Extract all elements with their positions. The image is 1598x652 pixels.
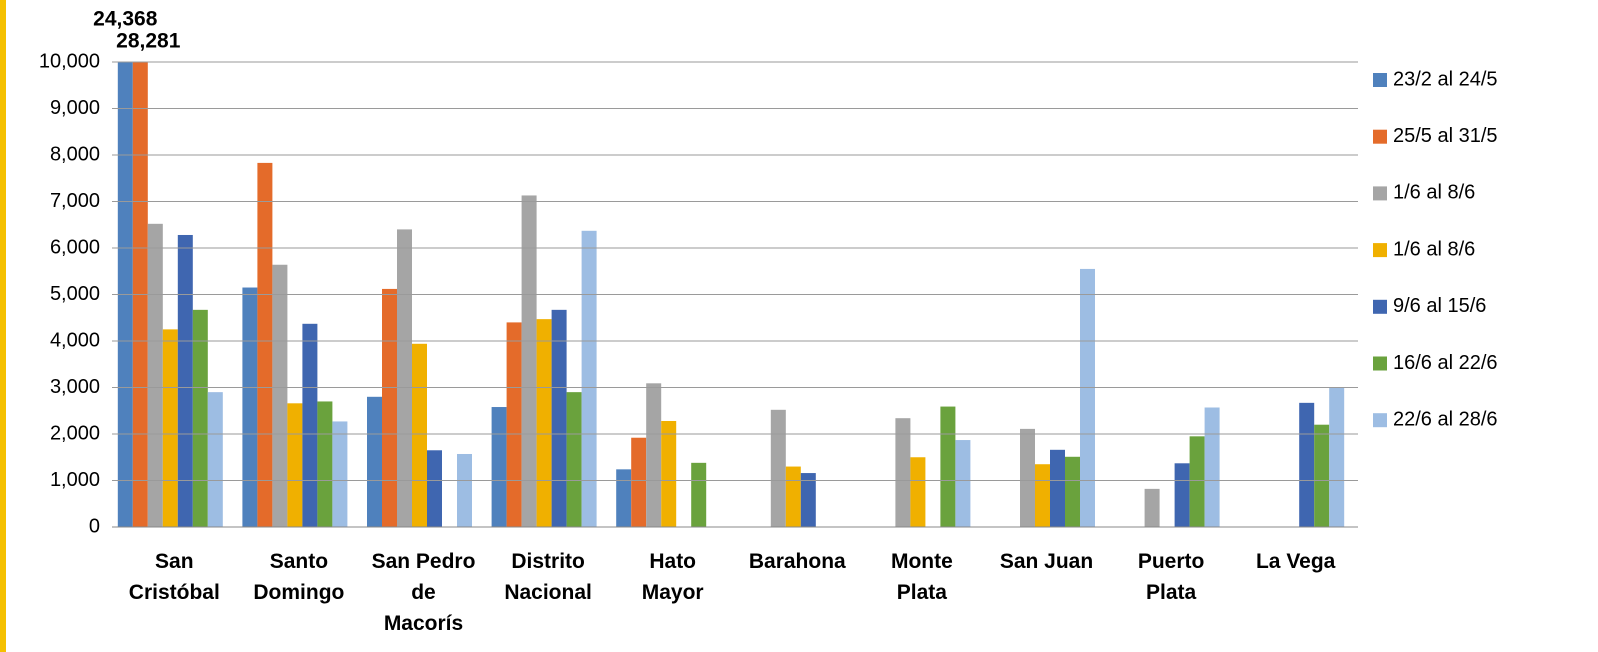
legend-swatch <box>1373 73 1387 87</box>
bar <box>457 453 472 527</box>
legend-label: 22/6 al 28/6 <box>1393 408 1498 430</box>
y-tick-label: 1,000 <box>50 469 100 491</box>
bar <box>177 234 193 527</box>
x-tick-label: Puerto Plata <box>1137 550 1205 604</box>
y-tick-label: 8,000 <box>50 143 100 165</box>
bar <box>1204 407 1220 527</box>
x-tick-label: San Juan <box>999 550 1094 573</box>
x-tick-label: San Cristóbal <box>128 550 220 604</box>
bar <box>691 462 707 527</box>
bar <box>367 396 382 527</box>
legend-label: 1/6 al 8/6 <box>1393 182 1475 204</box>
bar <box>1020 428 1035 527</box>
bar <box>1174 463 1190 527</box>
bar <box>910 457 926 527</box>
x-tick-label: Santo Domingo <box>253 550 345 604</box>
x-tick-label: San Pedro de Macorís <box>371 550 476 635</box>
bar <box>412 343 427 527</box>
bar <box>661 420 677 527</box>
data-label: 28,281 <box>116 30 181 53</box>
y-tick-label: 9,000 <box>50 97 100 119</box>
bar <box>940 406 956 527</box>
legend-swatch <box>1373 413 1387 428</box>
bar <box>1065 456 1080 527</box>
y-tick-label: 4,000 <box>50 329 100 351</box>
bar <box>382 288 397 527</box>
bar <box>785 466 801 527</box>
bar <box>1050 449 1065 527</box>
bar <box>1035 464 1050 527</box>
y-tick-label: 2,000 <box>50 422 100 444</box>
bar <box>397 229 412 527</box>
bar <box>536 319 552 527</box>
bar <box>895 418 911 527</box>
y-tick-label: 5,000 <box>50 283 100 305</box>
bar <box>287 403 303 527</box>
bar <box>800 473 816 527</box>
bar <box>616 469 632 527</box>
bar <box>332 421 348 527</box>
bar <box>646 383 662 527</box>
bar <box>272 264 288 527</box>
x-tick-label: Hato Mayor <box>641 550 704 604</box>
bar <box>302 323 318 527</box>
bar <box>132 62 148 527</box>
bar <box>207 392 223 527</box>
data-label: 24,368 <box>93 8 158 31</box>
bar <box>955 440 971 527</box>
bar <box>257 162 273 527</box>
bar <box>581 230 597 527</box>
plot-area <box>117 62 1345 527</box>
bar <box>317 401 333 527</box>
x-tick-label: Barahona <box>748 550 846 573</box>
bar <box>1080 268 1095 527</box>
x-tick-label: Distrito Nacional <box>504 550 592 604</box>
legend-swatch <box>1373 356 1387 371</box>
y-tick-label: 3,000 <box>50 376 100 398</box>
bar <box>427 450 442 527</box>
bar <box>162 329 178 527</box>
bar <box>506 322 522 527</box>
legend-label: 1/6 al 8/6 <box>1393 238 1475 260</box>
legend-swatch <box>1373 243 1387 258</box>
bar <box>242 287 258 527</box>
legend-label: 25/5 al 31/5 <box>1393 125 1498 147</box>
bar <box>1189 436 1205 527</box>
legend-label: 16/6 al 22/6 <box>1393 352 1498 374</box>
bar <box>521 195 537 527</box>
bar <box>1299 402 1315 527</box>
legend-swatch <box>1373 186 1387 201</box>
bar <box>491 407 507 527</box>
x-tick-label: La Vega <box>1255 550 1336 573</box>
bar <box>566 392 582 527</box>
bar <box>1314 424 1330 527</box>
bar <box>1329 387 1345 527</box>
bar <box>192 309 208 527</box>
x-tick-label: Monte Plata <box>890 550 953 604</box>
y-tick-label: 10,000 <box>39 50 100 72</box>
bar <box>117 62 133 527</box>
legend-swatch <box>1373 299 1387 314</box>
bar <box>631 437 647 527</box>
y-tick-label: 6,000 <box>50 236 100 258</box>
legend-label: 23/2 al 24/5 <box>1393 68 1498 90</box>
y-tick-label: 0 <box>89 515 100 537</box>
y-tick-label: 7,000 <box>50 190 100 212</box>
bar <box>147 223 163 527</box>
side-stripe <box>0 0 6 652</box>
legend-swatch <box>1373 129 1387 144</box>
bar <box>770 409 786 527</box>
bar <box>551 309 567 527</box>
bar <box>1144 488 1160 527</box>
legend-label: 9/6 al 15/6 <box>1393 295 1486 317</box>
